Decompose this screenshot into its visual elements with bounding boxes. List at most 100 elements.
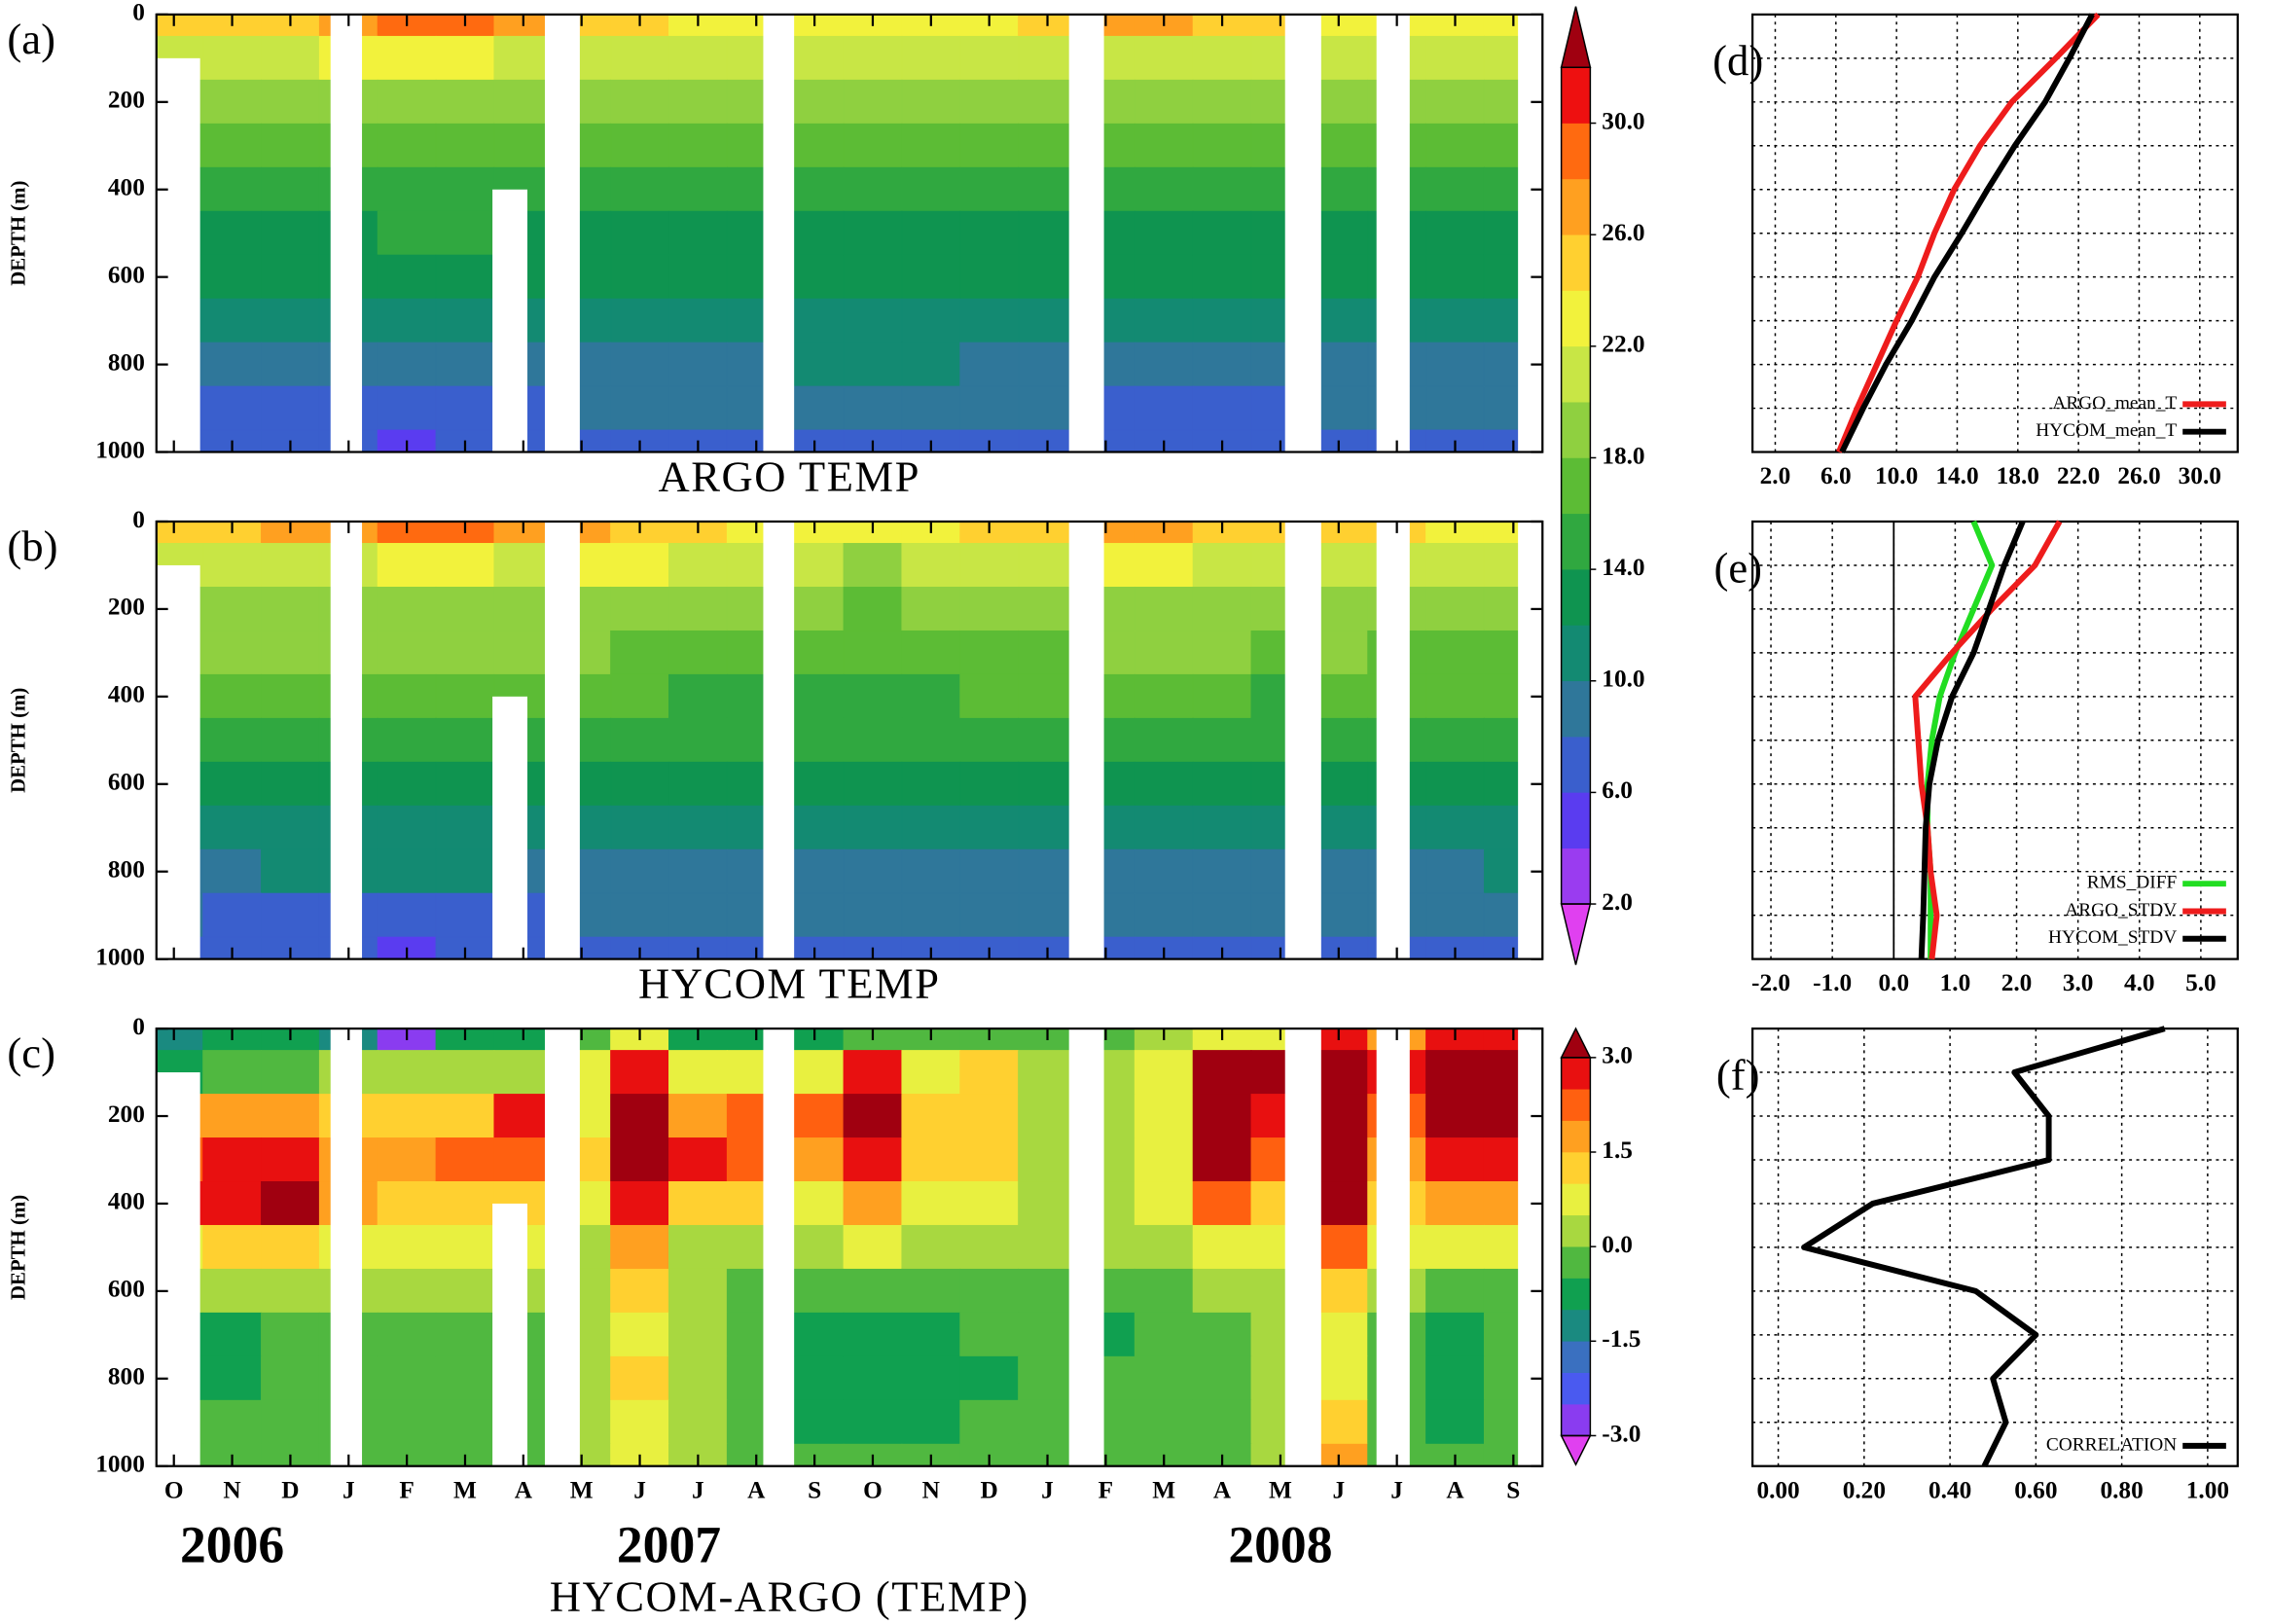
year-label: 2007 <box>617 1515 721 1573</box>
cell <box>610 254 669 300</box>
missing-data <box>1284 14 1321 452</box>
cell <box>901 35 961 81</box>
cell <box>901 673 961 719</box>
cell <box>202 342 262 387</box>
cell <box>1018 717 1077 763</box>
y-axis-label: DEPTH (m) <box>7 688 30 793</box>
cell <box>435 79 495 125</box>
cell <box>1192 543 1252 588</box>
colorbar-band <box>1561 401 1591 458</box>
cell <box>1425 761 1485 807</box>
cell <box>377 342 437 387</box>
cell <box>493 1137 554 1182</box>
cell <box>959 385 1020 431</box>
cell <box>610 543 669 588</box>
cell <box>202 254 262 300</box>
cell <box>843 298 903 343</box>
x-tick-label: 14.0 <box>1935 462 1978 489</box>
cell <box>959 848 1020 894</box>
cell <box>1134 1355 1194 1401</box>
colorbar-band <box>1561 1088 1591 1121</box>
year-label: 2006 <box>180 1515 284 1573</box>
cell <box>377 630 437 675</box>
x-tick-label: F <box>399 1476 414 1503</box>
cell <box>377 1094 437 1138</box>
cell <box>668 385 728 431</box>
cell <box>261 673 320 719</box>
cell <box>1134 1268 1194 1314</box>
cell <box>668 761 728 807</box>
colorbar-band <box>1561 1245 1591 1279</box>
cell <box>1134 254 1194 300</box>
cell <box>959 761 1020 807</box>
cell <box>1134 892 1194 938</box>
cell <box>901 79 961 125</box>
cell <box>784 892 845 938</box>
cell <box>435 210 495 256</box>
cell <box>1425 35 1485 81</box>
cell <box>377 717 437 763</box>
cell <box>843 673 903 719</box>
y-tick-label: 600 <box>108 261 145 288</box>
x-tick-label: 1.0 <box>1940 969 1971 996</box>
cell <box>1192 210 1252 256</box>
cell <box>435 35 495 81</box>
cell <box>261 342 320 387</box>
panel-label: (e) <box>1713 543 1762 592</box>
x-tick-label: 1.00 <box>2186 1476 2229 1503</box>
cell <box>1192 298 1252 343</box>
cell <box>1018 166 1077 212</box>
missing-data <box>330 14 363 452</box>
x-tick-label: 2.0 <box>1760 462 1791 489</box>
cell <box>202 1312 262 1357</box>
cell <box>1018 1399 1077 1445</box>
missing-data <box>492 696 528 959</box>
x-tick-label: J <box>1332 1476 1345 1503</box>
cell <box>1018 210 1077 256</box>
cell <box>377 1224 437 1270</box>
cell <box>843 543 903 588</box>
cell <box>261 79 320 125</box>
cell <box>901 210 961 256</box>
cell <box>1134 123 1194 168</box>
cell <box>901 342 961 387</box>
x-tick-label: O <box>863 1476 883 1503</box>
cell <box>1134 543 1194 588</box>
cell <box>435 848 495 894</box>
cell <box>959 254 1020 300</box>
plot-frame <box>1750 1027 2239 1467</box>
cell <box>261 1137 320 1182</box>
cell <box>1134 342 1194 387</box>
cell <box>901 123 961 168</box>
cell <box>377 254 437 300</box>
colorbar-label: -3.0 <box>1602 1420 1640 1447</box>
cell <box>784 1181 845 1226</box>
cell <box>843 79 903 125</box>
cell <box>377 123 437 168</box>
missing-data <box>156 1072 200 1466</box>
colorbar-band <box>1561 1403 1591 1436</box>
cell <box>261 123 320 168</box>
cell <box>1134 761 1194 807</box>
cell <box>1018 254 1077 300</box>
cell <box>435 254 495 300</box>
y-tick-label: 800 <box>108 348 145 376</box>
cell <box>610 1399 669 1445</box>
cell <box>610 630 669 675</box>
cell <box>901 254 961 300</box>
y-tick-label: 800 <box>108 1363 145 1390</box>
cell <box>435 1137 495 1182</box>
cell <box>1425 166 1485 212</box>
cell <box>610 1355 669 1401</box>
cell <box>959 79 1020 125</box>
cell <box>377 805 437 850</box>
cell <box>1192 35 1252 81</box>
cell <box>610 1181 669 1226</box>
cell <box>901 1224 961 1270</box>
cell <box>1425 210 1485 256</box>
cell <box>668 848 728 894</box>
x-tick-label: 0.00 <box>1756 1476 1799 1503</box>
cell <box>261 385 320 431</box>
colorbar-label: 0.0 <box>1602 1231 1633 1258</box>
cell <box>202 805 262 850</box>
